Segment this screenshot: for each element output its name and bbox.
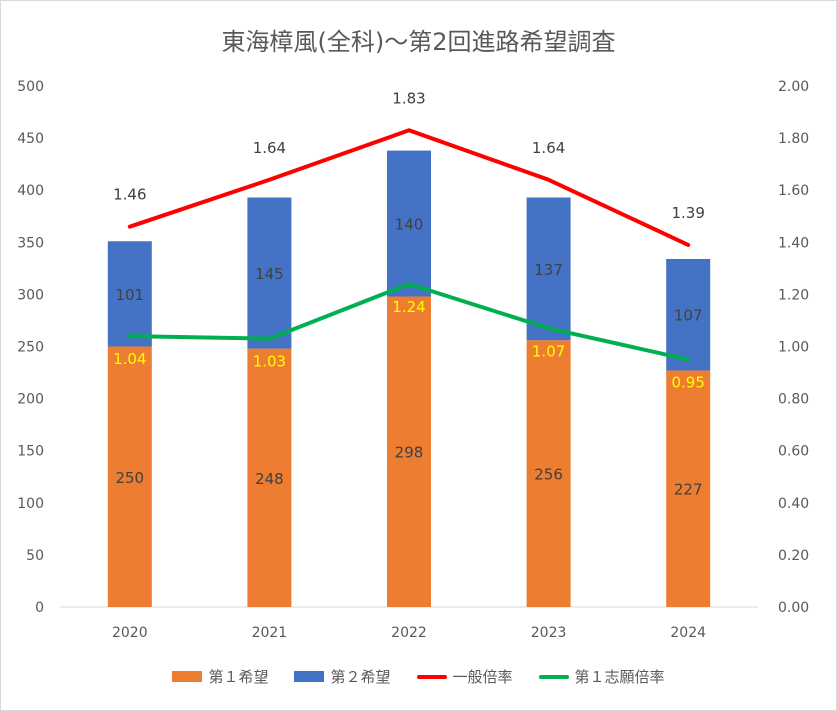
legend-swatch-first-choice xyxy=(172,671,203,682)
bar-first-choice-label: 250 xyxy=(115,469,144,487)
bar-second-choice-label: 140 xyxy=(395,216,424,234)
y-left-tick-label: 100 xyxy=(17,496,44,512)
y-right-tick-label: 1.80 xyxy=(778,131,809,147)
y-right-tick-label: 1.40 xyxy=(778,235,809,251)
legend-swatch-general-ratio xyxy=(416,674,447,679)
y-right-tick-label: 1.00 xyxy=(778,340,809,356)
x-tick-label: 2023 xyxy=(531,625,567,641)
bar-second-choice xyxy=(247,197,292,349)
y-left-tick-label: 50 xyxy=(26,548,44,564)
bar-second-choice xyxy=(387,150,431,297)
y-right-tick-label: 2.00 xyxy=(778,79,809,95)
line-general-ratio-label: 1.64 xyxy=(532,139,565,157)
legend-label-general-ratio: 一般倍率 xyxy=(452,668,513,686)
bar-first-choice-label: 256 xyxy=(534,466,563,484)
y-right-tick-label: 0.80 xyxy=(778,392,809,408)
legend-label-first-choice: 第１希望 xyxy=(208,668,269,686)
y-right-tick-label: 0.60 xyxy=(778,444,809,460)
line-first-choice-ratio-label: 0.95 xyxy=(671,374,704,392)
y-left-tick-label: 350 xyxy=(17,235,44,251)
bar-first-choice-label: 248 xyxy=(255,470,284,488)
line-general-ratio-label: 1.64 xyxy=(253,139,286,157)
line-general-ratio-label: 1.83 xyxy=(392,89,425,107)
x-tick-label: 2021 xyxy=(252,625,288,641)
y-left-tick-label: 400 xyxy=(17,183,44,199)
y-right-tick-label: 1.20 xyxy=(778,287,809,303)
line-first-choice-ratio-label: 1.07 xyxy=(532,342,565,360)
bar-second-choice xyxy=(666,258,711,371)
x-tick-label: 2022 xyxy=(391,625,427,641)
bar-first-choice xyxy=(387,296,431,607)
x-tick-label: 2020 xyxy=(112,625,148,641)
bar-second-choice-label: 107 xyxy=(674,307,703,325)
line-general-ratio-label: 1.46 xyxy=(113,186,146,204)
legend-swatch-first-choice-ratio xyxy=(538,674,569,679)
y-right-tick-label: 1.60 xyxy=(778,183,809,199)
y-right-tick-label: 0.20 xyxy=(778,548,809,564)
line-general-ratio xyxy=(127,128,691,247)
legend-item-general-ratio: 一般倍率 xyxy=(416,666,513,687)
bar-first-choice xyxy=(666,370,711,607)
y-left-tick-label: 150 xyxy=(17,444,44,460)
y-right-tick-label: 0.40 xyxy=(778,496,809,512)
legend-swatch-second-choice xyxy=(294,671,325,682)
y-left-tick-label: 250 xyxy=(17,340,44,356)
line-first-choice-ratio-label: 1.03 xyxy=(253,353,286,371)
legend-label-first-choice-ratio: 第１志願倍率 xyxy=(574,668,665,686)
line-general-ratio-label: 1.39 xyxy=(671,204,704,222)
bar-first-choice-label: 298 xyxy=(395,444,424,462)
bar-first-choice xyxy=(526,340,571,607)
legend-label-second-choice: 第２希望 xyxy=(330,668,391,686)
y-left-tick-label: 450 xyxy=(17,131,44,147)
bar-second-choice-label: 145 xyxy=(255,265,284,283)
bar-second-choice xyxy=(107,241,152,347)
x-tick-label: 2024 xyxy=(670,625,706,641)
legend-item-second-choice: 第２希望 xyxy=(294,666,391,687)
bar-first-choice-label: 227 xyxy=(674,481,703,499)
chart-title: 東海樟風(全科)～第2回進路希望調査 xyxy=(221,28,616,56)
legend-item-first-choice: 第１希望 xyxy=(172,666,268,687)
y-left-tick-label: 200 xyxy=(17,392,44,408)
y-left-tick-label: 0 xyxy=(35,600,44,616)
bar-first-choice xyxy=(247,348,292,607)
bar-first-choice xyxy=(107,346,152,607)
y-left-tick-label: 300 xyxy=(17,287,44,303)
line-first-choice-ratio-label: 1.04 xyxy=(113,350,146,368)
bar-second-choice xyxy=(526,197,571,341)
y-left-tick-label: 500 xyxy=(17,79,44,95)
line-first-choice-ratio xyxy=(127,281,691,362)
y-right-tick-label: 0.00 xyxy=(778,600,809,616)
legend-item-first-choice-ratio: 第１志願倍率 xyxy=(538,666,665,687)
bar-second-choice-label: 137 xyxy=(534,261,563,279)
bar-second-choice-label: 101 xyxy=(115,286,144,304)
chart-legend: 第１希望 第２希望 一般倍率 第１志願倍率 xyxy=(0,666,837,687)
line-first-choice-ratio-label: 1.24 xyxy=(392,298,425,316)
